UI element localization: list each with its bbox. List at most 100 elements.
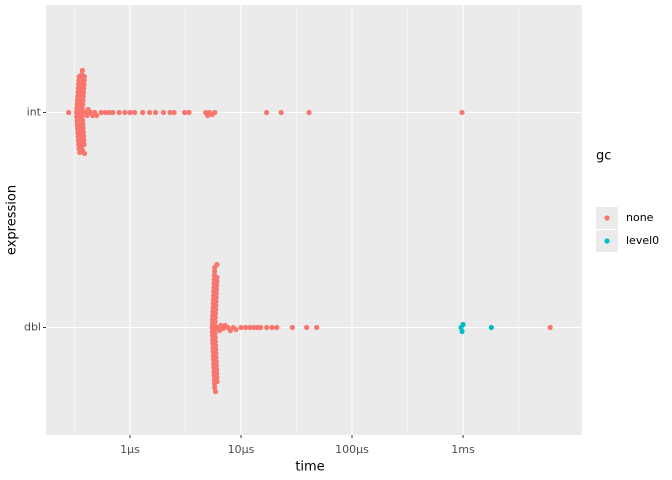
point	[116, 109, 122, 116]
legend-marker	[604, 215, 610, 221]
point	[213, 294, 219, 301]
point	[459, 328, 465, 335]
point	[213, 298, 219, 305]
point	[212, 338, 218, 345]
point	[212, 330, 218, 337]
point	[186, 109, 192, 116]
point	[213, 358, 219, 365]
point	[127, 109, 133, 116]
point	[212, 314, 218, 321]
point	[214, 370, 220, 377]
point	[214, 278, 220, 285]
point	[278, 109, 284, 116]
point	[213, 362, 219, 369]
point	[81, 141, 87, 148]
x-tick-label: 10µs	[228, 443, 255, 456]
point	[459, 109, 465, 116]
point	[80, 93, 86, 100]
point	[181, 109, 188, 116]
point	[212, 384, 218, 391]
point	[102, 109, 108, 116]
point	[212, 109, 218, 116]
point	[80, 117, 86, 124]
legend-label: level0	[626, 234, 659, 247]
point	[306, 109, 312, 116]
point	[213, 354, 219, 361]
point	[153, 109, 159, 116]
point	[81, 133, 87, 140]
point	[213, 302, 219, 309]
point	[66, 109, 72, 116]
point	[132, 109, 138, 116]
point	[212, 310, 219, 317]
point	[289, 324, 295, 331]
point	[304, 324, 310, 331]
point	[264, 324, 270, 331]
panel	[46, 5, 582, 435]
point	[314, 324, 320, 331]
point	[264, 109, 270, 116]
point	[81, 81, 87, 88]
point	[98, 109, 104, 116]
x-axis-label: time	[295, 460, 324, 475]
point	[251, 324, 257, 331]
point	[233, 326, 239, 333]
point	[80, 89, 87, 96]
point	[214, 378, 220, 385]
point	[110, 109, 116, 116]
point	[211, 268, 218, 275]
point	[214, 274, 220, 281]
point	[214, 261, 220, 268]
point	[238, 324, 244, 331]
point	[214, 282, 220, 289]
point	[106, 109, 112, 116]
point	[212, 318, 218, 325]
point	[81, 77, 87, 84]
point	[79, 67, 85, 74]
point	[146, 109, 153, 116]
point	[213, 350, 219, 357]
point	[171, 109, 177, 116]
point	[79, 105, 85, 112]
point	[243, 324, 249, 331]
point	[212, 388, 219, 395]
point	[81, 150, 88, 157]
point	[80, 129, 86, 136]
point	[84, 112, 90, 119]
point	[213, 290, 219, 297]
point	[213, 366, 220, 373]
point	[140, 109, 146, 116]
point	[79, 113, 85, 120]
point	[460, 321, 466, 328]
x-tick-label: 100µs	[335, 443, 369, 456]
point	[257, 324, 264, 331]
x-tick-label: 1ms	[451, 443, 475, 456]
legend-marker	[604, 238, 610, 244]
point	[80, 97, 86, 104]
point	[81, 85, 87, 92]
y-tick-label: int	[27, 106, 42, 119]
point	[214, 374, 220, 381]
point	[94, 112, 100, 119]
legend-title: gc	[596, 149, 611, 164]
point	[80, 101, 86, 108]
point	[80, 125, 86, 132]
point	[274, 324, 280, 331]
point	[213, 346, 219, 353]
point	[212, 334, 218, 341]
y-tick-label: dbl	[24, 321, 41, 334]
point	[122, 109, 128, 116]
legend-label: none	[626, 211, 654, 224]
point	[81, 137, 87, 144]
point	[167, 109, 173, 116]
point	[213, 306, 219, 313]
point	[212, 342, 219, 349]
y-axis-label: expression	[5, 185, 20, 255]
x-tick-label: 1µs	[120, 443, 140, 456]
point	[160, 109, 167, 116]
point	[80, 121, 86, 128]
point	[488, 324, 494, 331]
point	[79, 109, 85, 116]
point	[269, 324, 275, 331]
